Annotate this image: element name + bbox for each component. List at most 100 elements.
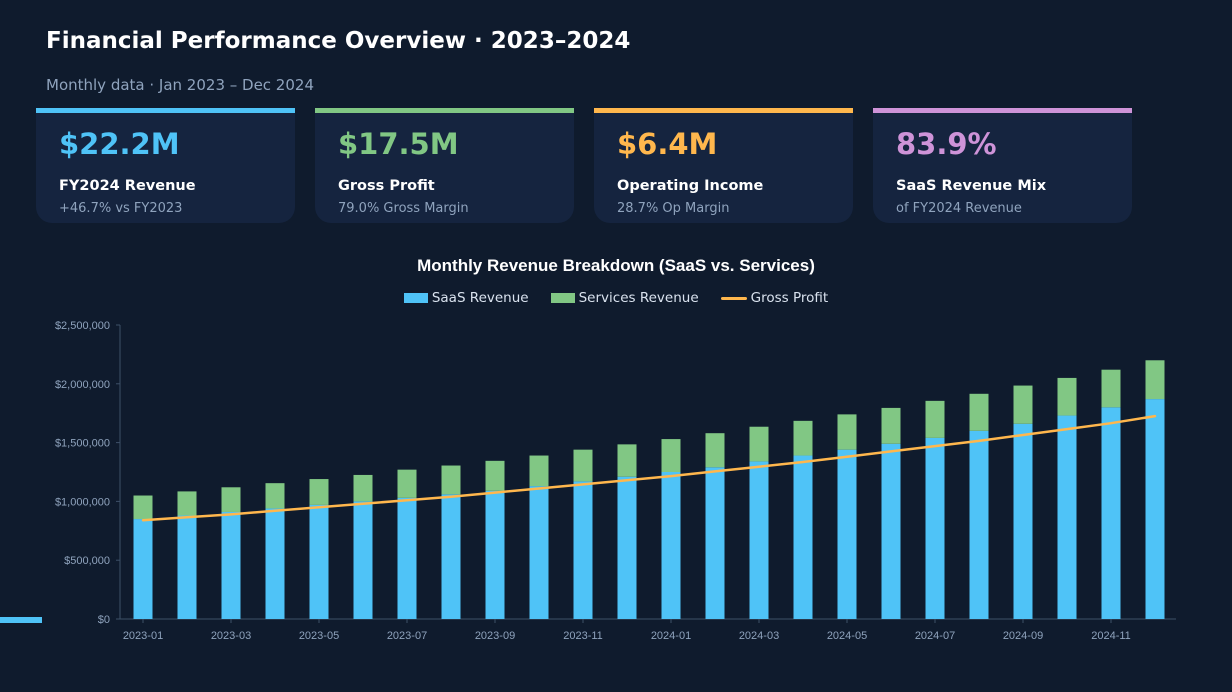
bar-saas bbox=[441, 494, 461, 619]
bar-saas bbox=[265, 508, 285, 619]
page-subtitle: Monthly data · Jan 2023 – Dec 2024 bbox=[46, 76, 314, 94]
bar-services bbox=[925, 400, 945, 438]
x-tick-label: 2024-05 bbox=[827, 630, 867, 642]
y-tick-label: $1,000,000 bbox=[55, 496, 110, 508]
bar-services bbox=[1013, 385, 1033, 424]
legend-item-gross-profit[interactable]: Gross Profit bbox=[720, 290, 829, 306]
bar-saas bbox=[661, 472, 681, 619]
line-gross-profit bbox=[141, 414, 1157, 522]
bar-saas bbox=[133, 519, 153, 619]
kpi-accent-bar bbox=[315, 108, 574, 113]
bar-services bbox=[837, 414, 857, 450]
legend-line-gross-profit bbox=[720, 296, 747, 300]
bar-services bbox=[1101, 369, 1121, 408]
x-tick-label: 2023-07 bbox=[387, 630, 427, 642]
bar-saas bbox=[221, 511, 241, 619]
kpi-label: SaaS Revenue Mix bbox=[896, 178, 1047, 194]
legend-swatch-services bbox=[550, 293, 575, 303]
bar-services bbox=[221, 487, 241, 512]
bar-saas bbox=[881, 443, 901, 619]
bar-saas bbox=[793, 455, 813, 619]
bar-services bbox=[1057, 377, 1077, 416]
bar-services bbox=[353, 474, 373, 502]
bar-saas bbox=[397, 497, 417, 619]
bar-services bbox=[485, 460, 505, 491]
bar-saas bbox=[1145, 399, 1165, 619]
kpi-value: $17.5M bbox=[338, 127, 459, 161]
legend-item-services[interactable]: Services Revenue bbox=[550, 290, 699, 306]
bar-saas bbox=[837, 449, 857, 619]
bar-services bbox=[1145, 360, 1165, 400]
x-tick-label: 2024-09 bbox=[1003, 630, 1043, 642]
kpi-subtext: 79.0% Gross Margin bbox=[338, 201, 469, 216]
bar-services bbox=[529, 455, 549, 487]
bar-saas bbox=[749, 461, 769, 619]
legend-item-saas[interactable]: SaaS Revenue bbox=[403, 290, 529, 306]
y-tick-label: $2,000,000 bbox=[55, 379, 110, 391]
chart-legend: SaaS Revenue Services Revenue Gross Prof… bbox=[0, 290, 1232, 306]
bar-services bbox=[881, 407, 901, 444]
bar-services bbox=[441, 465, 461, 495]
x-tick-label: 2023-03 bbox=[211, 630, 251, 642]
bar-services bbox=[309, 479, 329, 505]
bar-saas bbox=[1013, 423, 1033, 619]
chart-title: Monthly Revenue Breakdown (SaaS vs. Serv… bbox=[417, 256, 815, 275]
x-tick-label: 2023-05 bbox=[299, 630, 339, 642]
bar-saas bbox=[705, 467, 725, 619]
bar-saas bbox=[573, 481, 593, 619]
bar-saas bbox=[485, 490, 505, 619]
x-tick-label: 2024-07 bbox=[915, 630, 955, 642]
page-title: Financial Performance Overview · 2023–20… bbox=[46, 28, 631, 54]
kpi-label: Gross Profit bbox=[338, 178, 435, 194]
legend-label-gross-profit: Gross Profit bbox=[750, 290, 829, 306]
kpi-subtext: 28.7% Op Margin bbox=[617, 201, 730, 216]
kpi-accent-bar bbox=[36, 108, 295, 113]
bar-services bbox=[705, 433, 725, 468]
y-tick-label: $2,500,000 bbox=[55, 320, 110, 332]
x-tick-label: 2023-11 bbox=[563, 630, 603, 642]
kpi-label: Operating Income bbox=[617, 178, 764, 194]
bar-saas bbox=[1101, 407, 1121, 619]
kpi-card-gross-profit: $17.5M Gross Profit 79.0% Gross Margin bbox=[315, 108, 574, 223]
x-tick-label: 2023-09 bbox=[475, 630, 515, 642]
y-tick-label: $500,000 bbox=[64, 555, 110, 567]
bar-services bbox=[617, 444, 637, 477]
side-scroll-marker bbox=[0, 617, 42, 623]
bar-saas bbox=[177, 515, 197, 619]
kpi-value: $22.2M bbox=[59, 127, 180, 161]
bar-services bbox=[177, 491, 197, 516]
x-tick-label: 2024-01 bbox=[651, 630, 691, 642]
legend-swatch-saas bbox=[403, 293, 428, 303]
bar-services bbox=[969, 393, 989, 431]
kpi-card-revenue: $22.2M FY2024 Revenue +46.7% vs FY2023 bbox=[36, 108, 295, 223]
x-tick-label: 2023-01 bbox=[123, 630, 163, 642]
kpi-accent-bar bbox=[594, 108, 853, 113]
bar-saas bbox=[353, 501, 373, 619]
kpi-value: $6.4M bbox=[617, 127, 718, 161]
x-tick-label: 2024-11 bbox=[1091, 630, 1131, 642]
bar-saas bbox=[969, 430, 989, 619]
bar-saas bbox=[925, 437, 945, 619]
legend-label-saas: SaaS Revenue bbox=[431, 290, 529, 306]
y-tick-label: $1,500,000 bbox=[55, 438, 110, 450]
bar-saas bbox=[1057, 415, 1077, 619]
bar-saas bbox=[617, 476, 637, 619]
bar-services bbox=[573, 449, 593, 482]
kpi-subtext: +46.7% vs FY2023 bbox=[59, 201, 183, 216]
bar-services bbox=[397, 469, 417, 498]
kpi-card-operating-income: $6.4M Operating Income 28.7% Op Margin bbox=[594, 108, 853, 223]
bar-services bbox=[265, 483, 285, 509]
kpi-accent-bar bbox=[873, 108, 1132, 113]
kpi-value: 83.9% bbox=[896, 127, 997, 161]
kpi-subtext: of FY2024 Revenue bbox=[896, 201, 1022, 216]
bar-services bbox=[661, 439, 681, 472]
bar-saas bbox=[529, 486, 549, 619]
legend-label-services: Services Revenue bbox=[578, 290, 699, 306]
x-tick-label: 2024-03 bbox=[739, 630, 779, 642]
kpi-card-saas-mix: 83.9% SaaS Revenue Mix of FY2024 Revenue bbox=[873, 108, 1132, 223]
bar-services bbox=[749, 426, 769, 462]
bar-services bbox=[793, 420, 813, 456]
bar-services bbox=[133, 495, 153, 520]
bar-saas bbox=[309, 504, 329, 619]
